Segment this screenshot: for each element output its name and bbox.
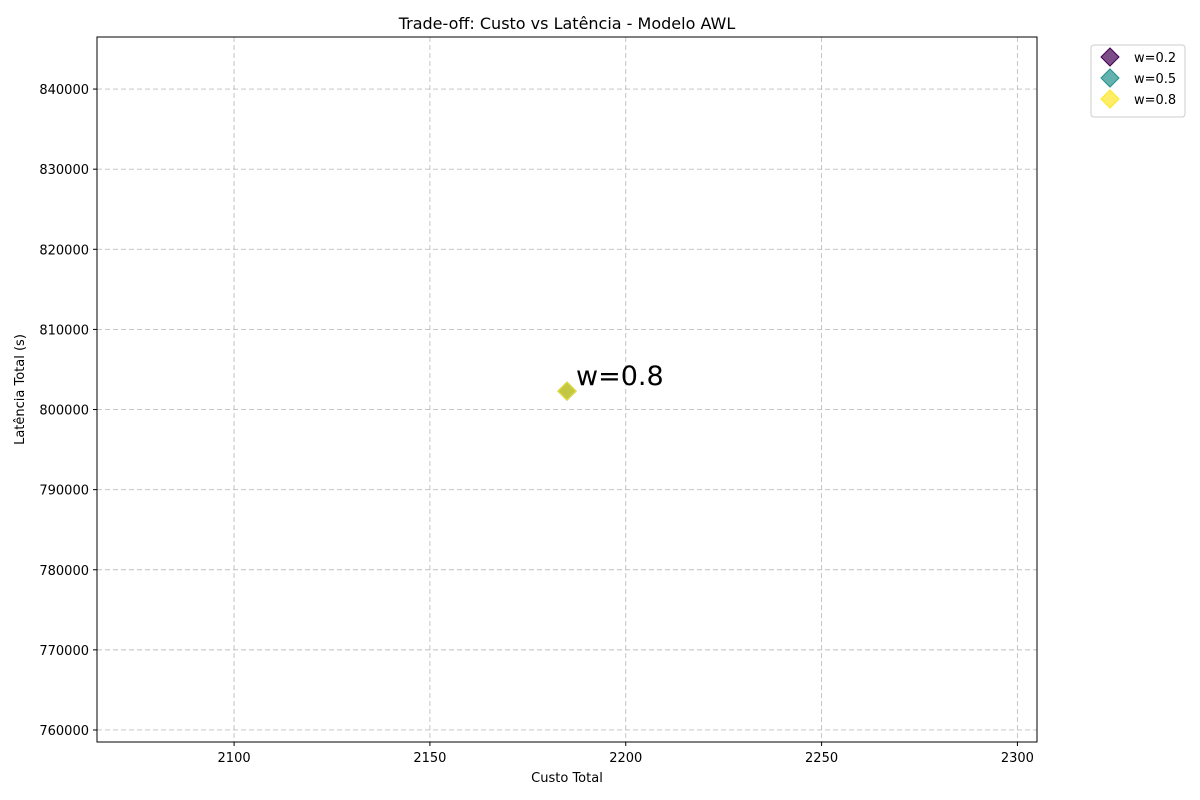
annotation-layer: w=0.8	[576, 361, 664, 392]
y-tick-label: 820000	[39, 243, 89, 258]
x-tick-label: 2250	[805, 751, 838, 766]
y-tick-label: 790000	[39, 484, 89, 499]
y-tick-label: 840000	[39, 83, 89, 98]
y-tick-label: 810000	[39, 323, 89, 338]
points-layer	[557, 381, 577, 401]
grid-layer	[97, 37, 1037, 742]
legend-marker	[1100, 68, 1120, 88]
ticks-layer: 2100 2150 2200 2250 2300 760000 770000 780000 79…	[39, 83, 1034, 766]
y-tick-label: 800000	[39, 404, 89, 419]
x-axis-label: Custo Total	[531, 771, 603, 786]
legend-marker	[1100, 89, 1120, 109]
y-tick-label: 760000	[39, 724, 89, 739]
y-tick-label: 830000	[39, 163, 89, 178]
x-tick-label: 2300	[1001, 751, 1034, 766]
legend-label: w=0.5	[1134, 72, 1176, 87]
legend-label: w=0.8	[1134, 93, 1176, 108]
y-tick-label: 780000	[39, 564, 89, 579]
x-tick-label: 2100	[218, 751, 251, 766]
plot-frame	[96, 36, 1038, 743]
data-point	[557, 381, 577, 401]
legend-label: w=0.2	[1134, 51, 1176, 66]
legend: w=0.2 w=0.5 w=0.8	[1090, 44, 1186, 118]
point-annotation: w=0.8	[576, 361, 664, 392]
x-tick-label: 2200	[609, 751, 642, 766]
y-axis-label: Latência Total (s)	[13, 334, 28, 445]
y-tick-label: 770000	[39, 644, 89, 659]
chart-title: Trade-off: Custo vs Latência - Modelo AW…	[398, 14, 736, 33]
legend-marker	[1100, 47, 1120, 67]
x-tick-label: 2150	[413, 751, 446, 766]
